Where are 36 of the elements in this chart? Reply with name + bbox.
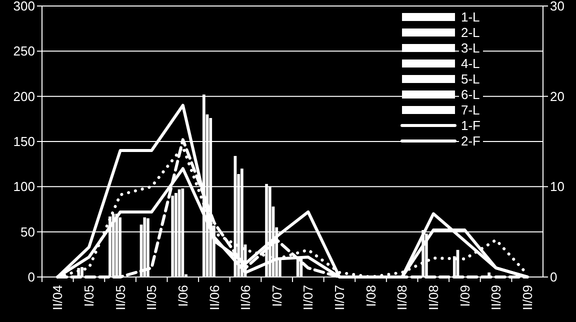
legend-label: 1-F bbox=[461, 118, 481, 134]
legend-label: 6-L bbox=[461, 87, 480, 102]
legend-label: 3-L bbox=[461, 40, 480, 56]
x-tick-label: II/08 bbox=[394, 285, 410, 310]
x-tick-label: I/09 bbox=[457, 285, 472, 307]
y-tick-label: 150 bbox=[13, 134, 35, 150]
legend-label: 7-L bbox=[461, 102, 480, 118]
x-tick-label: II/09 bbox=[520, 285, 535, 310]
x-tick-label: I/05 bbox=[82, 285, 97, 307]
x-tick-label: II/06 bbox=[206, 285, 222, 310]
y2-tick-label: 0 bbox=[550, 270, 558, 285]
legend-label: 2-L bbox=[461, 25, 480, 40]
legend-label: 2-F bbox=[461, 134, 481, 149]
y-tick-label: 250 bbox=[13, 44, 35, 59]
x-tick-label: II/04 bbox=[50, 285, 66, 310]
x-tick-label: I/08 bbox=[363, 285, 378, 307]
legend-label: 4-L bbox=[461, 56, 480, 72]
y-tick-label: 100 bbox=[13, 179, 35, 194]
y-tick-label: 200 bbox=[13, 88, 35, 104]
x-tick-label: II/05 bbox=[112, 285, 128, 310]
x-tick-label: II/07 bbox=[332, 285, 348, 310]
x-tick-label: II/05 bbox=[144, 285, 160, 310]
y-tick-label: 50 bbox=[20, 224, 35, 240]
x-tick-label: II/09 bbox=[488, 285, 504, 310]
y2-tick-label: 10 bbox=[550, 179, 564, 194]
y-tick-label: 300 bbox=[13, 0, 35, 14]
y-tick-label: 0 bbox=[28, 270, 35, 285]
x-tick-label: II/06 bbox=[238, 285, 254, 310]
x-tick-label: II/08 bbox=[426, 285, 441, 310]
y2-tick-label: 30 bbox=[550, 0, 564, 14]
x-tick-label: II/07 bbox=[300, 285, 316, 310]
x-tick-label: I/06 bbox=[175, 285, 190, 307]
y2-tick-label: 20 bbox=[550, 88, 564, 104]
legend-label: 1-L bbox=[461, 10, 480, 25]
x-tick-label: I/07 bbox=[269, 285, 284, 307]
legend-label: 5-L bbox=[461, 72, 480, 87]
